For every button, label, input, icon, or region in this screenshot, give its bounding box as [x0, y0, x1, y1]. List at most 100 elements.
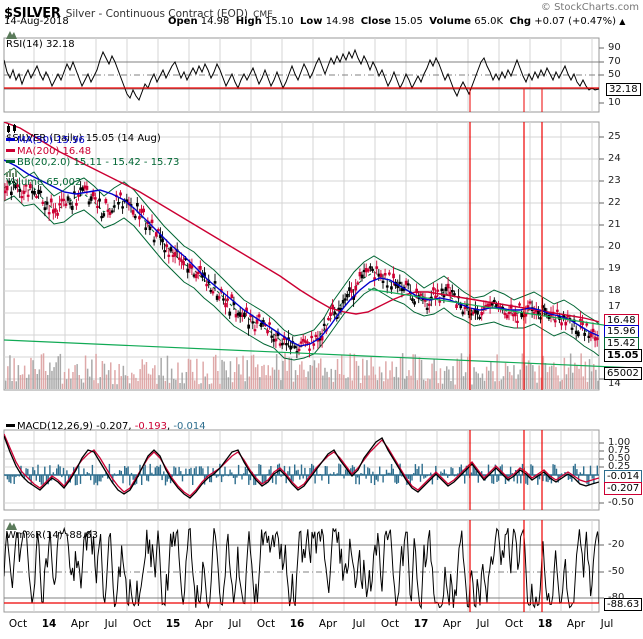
rsi-panel [3, 37, 604, 113]
macd-histogram-bar [35, 475, 37, 481]
candle-body [41, 201, 45, 205]
candle-body [169, 247, 173, 252]
volume-bar [328, 377, 330, 389]
volume-bar [559, 381, 561, 389]
volume-bar [181, 372, 183, 389]
volume-bar [200, 383, 202, 389]
candle-body [217, 296, 221, 299]
macd-histogram-bar [234, 475, 236, 485]
macd-series [4, 433, 599, 499]
candle-body [33, 191, 36, 195]
macd-histogram-bar [260, 464, 262, 475]
volume-bar [275, 354, 278, 389]
candle-body [419, 293, 423, 296]
candle-body [518, 303, 521, 306]
candle-body [461, 311, 465, 315]
candlestick-series [4, 173, 599, 359]
x-axis-label: Jul [104, 618, 118, 630]
price-tick-25: 25 [608, 131, 621, 142]
candle-body [310, 335, 313, 339]
high-value: 15.10 [265, 16, 294, 27]
candle-body [532, 311, 536, 314]
volume-bar [477, 373, 479, 389]
volume-bar [32, 360, 34, 389]
candle-body [31, 190, 34, 194]
volume-bar [326, 371, 328, 389]
macd-histogram-bar [30, 475, 32, 485]
macd-histogram-bar [343, 475, 345, 479]
volume-bar [59, 353, 62, 389]
macd-histogram-bar [93, 475, 95, 485]
volume-bar [389, 370, 391, 389]
macd-histogram-bar [414, 464, 417, 475]
macd-histogram-bar [409, 475, 411, 484]
macd-histogram-bar [212, 468, 214, 475]
volume-bar [173, 378, 175, 389]
candle-body [595, 337, 599, 341]
volume-bar [485, 366, 488, 389]
candle-body [165, 244, 169, 248]
macd-histogram-bar [181, 475, 184, 482]
x-axis-label: 16 [289, 618, 305, 630]
volume-bar [569, 353, 572, 389]
volume-bar [292, 381, 295, 389]
volume-bar [538, 365, 540, 389]
macd-tick-100: 1.00 [608, 437, 631, 448]
volume-bar [63, 372, 66, 389]
macd-histogram-bar [543, 472, 546, 475]
macd-tick-025: 0.25 [608, 461, 631, 472]
candle-body [4, 190, 7, 194]
volume-bar [114, 370, 116, 389]
volume-bar [152, 368, 154, 389]
macd-histogram-bar [452, 468, 454, 475]
volume-bar [80, 379, 83, 389]
macd-histogram-bar [171, 475, 173, 477]
candle-body [375, 266, 379, 269]
macd-histogram-bar [435, 465, 437, 475]
candle-body [247, 324, 251, 329]
macd-histogram-bar [265, 475, 267, 485]
candle-body [228, 311, 232, 316]
x-axis-label: 17 [413, 618, 429, 630]
volume-bar [471, 384, 473, 389]
candle-body [472, 311, 475, 314]
x-axis-label: Oct [132, 618, 152, 630]
candle-body [49, 198, 53, 203]
volume-bar [313, 360, 316, 389]
macd-histogram-bar [311, 463, 313, 475]
candle-body [96, 205, 99, 209]
volume-bar [420, 359, 423, 389]
volume-bar [112, 384, 114, 389]
x-axis-label: 14 [41, 618, 57, 630]
volume-bar [210, 383, 213, 389]
volume-bar [530, 363, 532, 389]
volume-bar [282, 360, 284, 389]
volume-bar [89, 376, 91, 389]
candle-body [585, 323, 589, 326]
candle-body [478, 316, 481, 319]
macd-histogram-bar [287, 471, 289, 475]
volume-bar [372, 366, 374, 389]
macd-histogram-bar [441, 472, 444, 475]
macd-histogram-bar [501, 464, 503, 475]
volume-bar [425, 380, 427, 389]
macd-histogram-bar [555, 468, 558, 475]
candle-body [253, 329, 257, 332]
volume-bar [215, 354, 217, 389]
volume-bar [101, 361, 104, 389]
macd-histogram-bar [547, 475, 549, 483]
volume-bar [525, 365, 528, 389]
macd-histogram-bar [583, 466, 585, 475]
candle-body [173, 252, 177, 257]
volume-bar [34, 369, 36, 389]
volume-bar [450, 381, 452, 389]
x-axis-label: Oct [380, 618, 400, 630]
macd-histogram-bar [324, 466, 326, 475]
volume-bar [221, 359, 223, 389]
candle-body [553, 320, 557, 323]
x-axis-label: Oct [256, 618, 276, 630]
volume-bar [143, 364, 146, 389]
volume-bar [458, 360, 461, 389]
macd-histogram-bar [161, 475, 163, 481]
